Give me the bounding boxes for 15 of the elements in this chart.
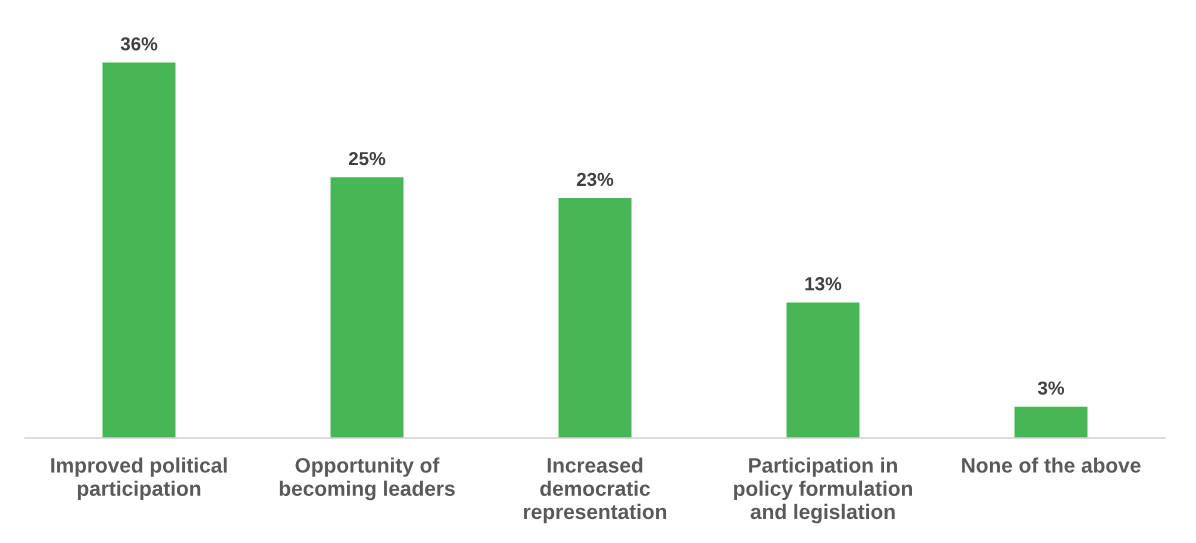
x-tick-label: Opportunity of becoming leaders [279, 457, 455, 501]
bar [558, 198, 632, 438]
bar [1014, 406, 1088, 438]
x-tick-label: Increased democratic representation [524, 457, 667, 524]
bar [102, 62, 176, 438]
data-label: 25% [348, 151, 386, 166]
x-tick-label: Participation in policy formulation and legislation [734, 457, 912, 524]
bar [330, 177, 404, 438]
x-tick-label: None of the above [962, 457, 1141, 473]
data-label: 13% [805, 277, 842, 291]
x-tick-label: Improved political participation [51, 457, 227, 501]
data-label: 3% [1037, 381, 1065, 395]
bar [786, 302, 860, 438]
data-label: 36% [120, 37, 158, 51]
data-label: 23% [576, 172, 614, 187]
